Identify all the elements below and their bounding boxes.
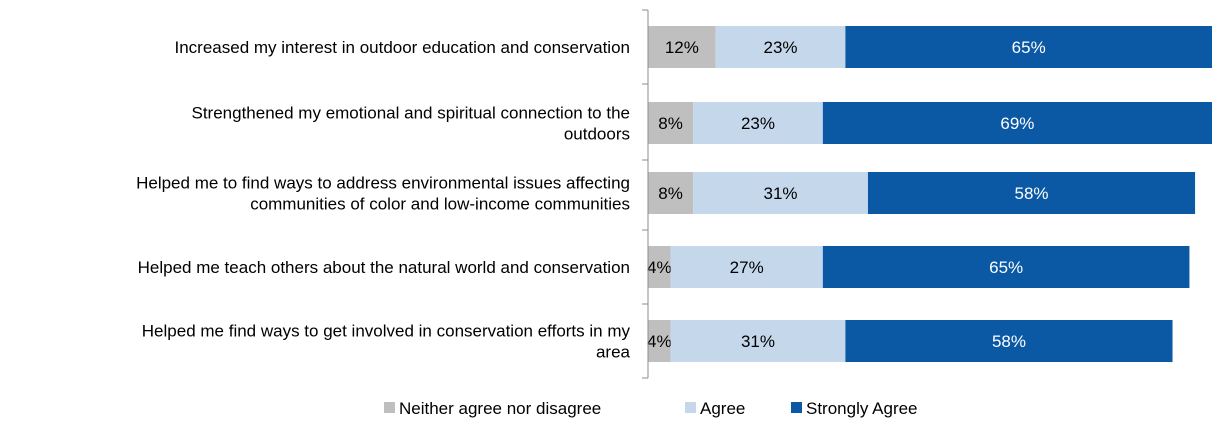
data-label: 31% — [741, 332, 775, 351]
legend: Neither agree nor disagree Agree Strongly … — [384, 399, 918, 418]
bar-segment — [670, 246, 823, 288]
bar-segment — [845, 320, 1173, 362]
data-label: 65% — [989, 258, 1023, 277]
legend-label: Strongly Agree — [806, 399, 918, 418]
bar-segment — [670, 320, 846, 362]
axis-ticks — [642, 9, 648, 379]
bar-segment — [822, 246, 1190, 288]
category-labels: Increased my interest in outdoor educati… — [136, 38, 630, 362]
legend-swatch — [384, 402, 395, 413]
bar-segment — [822, 102, 1212, 144]
data-label: 69% — [1000, 114, 1034, 133]
category-label: Increased my interest in outdoor educati… — [175, 38, 631, 57]
category-label: communities of color and low-income comm… — [250, 195, 630, 214]
data-label: 8% — [658, 114, 683, 133]
data-label: 4% — [647, 332, 672, 351]
bar-segment — [693, 172, 868, 214]
bar-segment — [867, 172, 1196, 214]
data-label: 23% — [741, 114, 775, 133]
category-label: Strengthened my emotional and spiritual … — [192, 104, 631, 123]
data-label: 4% — [647, 258, 672, 277]
bar-segment — [648, 26, 716, 68]
bar-segment — [648, 246, 671, 288]
data-label: 58% — [1015, 184, 1049, 203]
data-label: 27% — [730, 258, 764, 277]
data-label: 65% — [1012, 38, 1046, 57]
bars: 12% 23% 65% 8% 23% 69% 8% 31% 58% 4% 27% 65% 4% 31% 58… — [647, 26, 1212, 362]
category-label: outdoors — [564, 125, 630, 144]
category-label: Helped me teach others about the natural… — [138, 258, 630, 277]
bar-segment — [845, 26, 1212, 68]
legend-label: Agree — [700, 399, 745, 418]
legend-swatch — [685, 402, 696, 413]
data-label: 31% — [764, 184, 798, 203]
category-label: area — [596, 343, 631, 362]
bar-segment — [648, 172, 694, 214]
legend-swatch — [791, 402, 802, 413]
category-label: Helped me to find ways to address enviro… — [136, 174, 630, 193]
bar-segment — [693, 102, 823, 144]
bar-segment — [715, 26, 846, 68]
category-label: Helped me find ways to get involved in c… — [142, 322, 631, 341]
data-label: 12% — [665, 38, 699, 57]
data-label: 58% — [992, 332, 1026, 351]
bar-segment — [648, 102, 694, 144]
data-label: 23% — [764, 38, 798, 57]
legend-label: Neither agree nor disagree — [399, 399, 601, 418]
data-label: 8% — [658, 184, 683, 203]
bar-segment — [648, 320, 671, 362]
